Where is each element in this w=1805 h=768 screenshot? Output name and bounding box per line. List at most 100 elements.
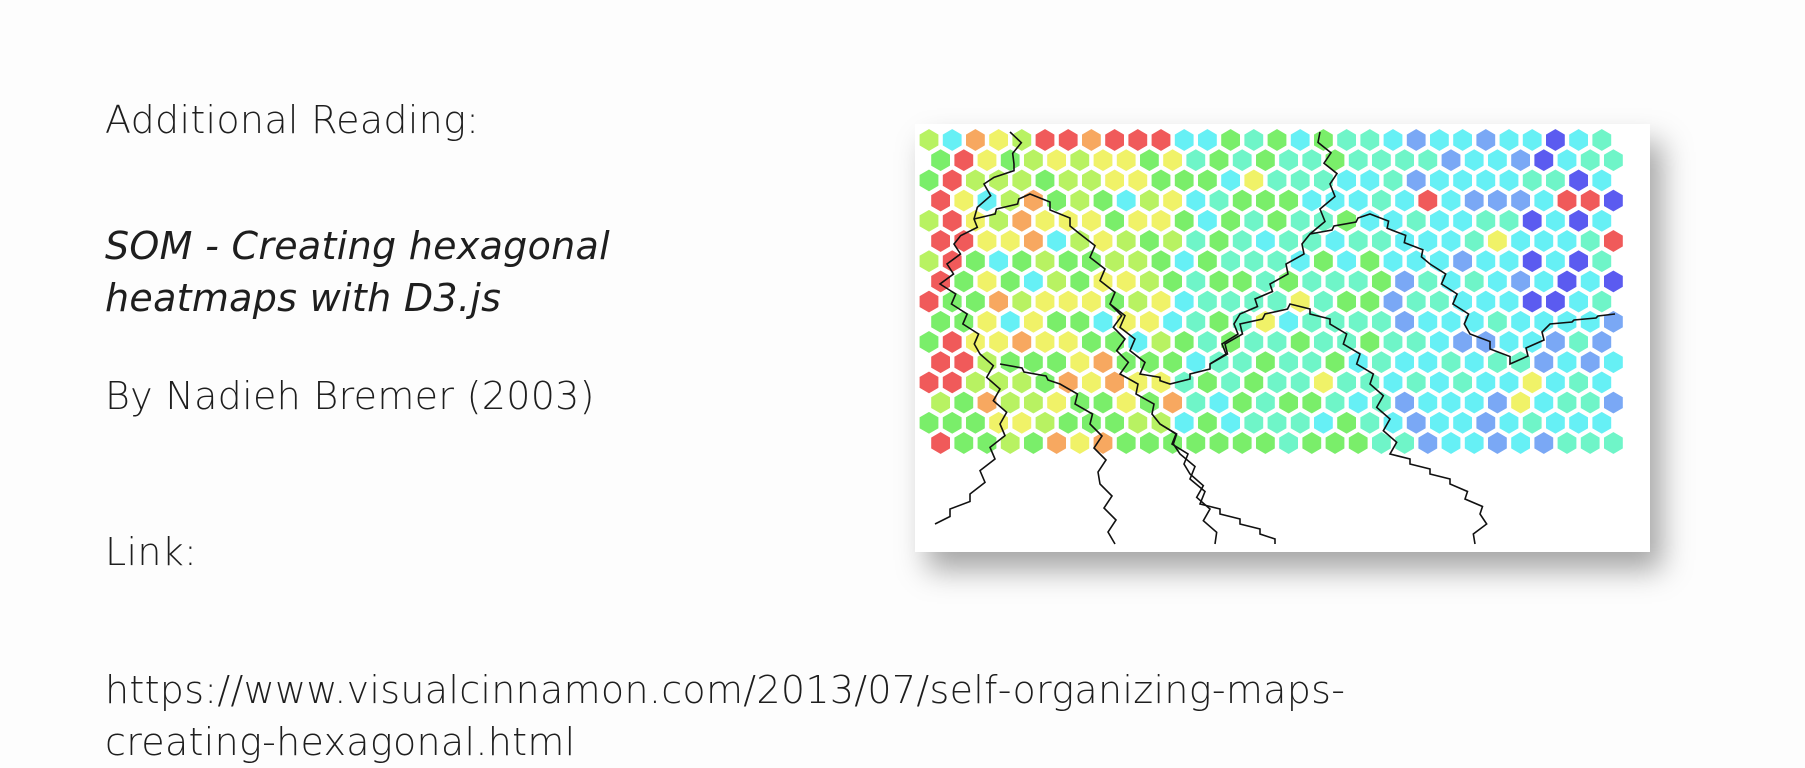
hex-cell (1104, 410, 1126, 436)
hex-cell (1359, 410, 1381, 436)
hex-cell (1533, 430, 1555, 456)
hex-cell (1301, 147, 1323, 173)
hex-cell (1579, 309, 1601, 335)
hex-cell (1370, 349, 1392, 375)
hex-cell (941, 208, 963, 234)
hex-cell (1405, 127, 1427, 153)
hex-cell (1475, 370, 1497, 395)
hex-cell (976, 228, 998, 254)
hex-cell (941, 127, 963, 153)
hex-cell (1556, 188, 1578, 213)
hex-cell (1359, 127, 1381, 153)
hex-cell (1080, 370, 1102, 395)
hex-cell (1463, 309, 1485, 335)
hex-cell (1196, 410, 1218, 436)
hex-cell (1347, 228, 1369, 254)
hex-cell (1289, 329, 1311, 355)
hex-cell (1394, 390, 1416, 415)
hex-cell (987, 370, 1010, 395)
hex-cell (1173, 208, 1195, 234)
hex-cell (1254, 430, 1276, 456)
hex-cell (1370, 309, 1392, 335)
hex-cell (1498, 248, 1520, 274)
hex-cell (1196, 168, 1218, 193)
hex-cell (1011, 410, 1033, 436)
hex-cell (1521, 370, 1543, 395)
link-url-line-2[interactable]: creating-hexagonal.html (105, 720, 576, 764)
hex-cell (1394, 147, 1416, 173)
hex-cell (1347, 269, 1369, 294)
hex-cell (1394, 188, 1416, 213)
hex-cell (1231, 309, 1253, 335)
hex-cell (1370, 390, 1392, 415)
hex-cell (1243, 168, 1265, 193)
hex-cell (1417, 390, 1439, 415)
hex-cell (1301, 390, 1323, 415)
hex-cell (1533, 349, 1555, 375)
hex-cell (1115, 147, 1137, 173)
hex-cell (1104, 127, 1126, 153)
hex-cell (1312, 329, 1334, 355)
hex-cell (1359, 329, 1381, 355)
hex-cell (930, 147, 952, 173)
link-url[interactable]: https://www.visualcinnamon.com/2013/07/s… (105, 664, 1345, 768)
hex-cell (964, 289, 987, 314)
hex-cell (1579, 269, 1601, 294)
hex-cell (1046, 228, 1068, 254)
hex-cell (1034, 289, 1056, 314)
hex-cell (1463, 390, 1485, 415)
hex-cell (1544, 370, 1567, 395)
link-label: Link: (105, 530, 198, 574)
hex-cell (1440, 430, 1462, 456)
hex-cell (1057, 168, 1079, 193)
hex-cell (953, 390, 975, 415)
hex-cell (1509, 147, 1532, 173)
hex-cell (1509, 309, 1532, 335)
hex-cell (1324, 269, 1346, 294)
hex-cell (1266, 329, 1288, 355)
hex-cell (1417, 147, 1439, 173)
reading-title: SOM - Creating hexagonal heatmaps with D… (105, 220, 610, 324)
hex-cell (1405, 248, 1427, 274)
hex-cell (1359, 208, 1381, 234)
hex-cell (1080, 127, 1102, 153)
hex-cell (1057, 248, 1079, 274)
hex-cell (1405, 410, 1427, 436)
hex-cell (1266, 248, 1288, 274)
hex-cell (1289, 370, 1311, 395)
hex-cell (1115, 430, 1137, 456)
link-url-line-1[interactable]: https://www.visualcinnamon.com/2013/07/s… (105, 668, 1346, 712)
hex-cell (1196, 248, 1218, 274)
hex-cell (1231, 430, 1253, 456)
hex-cell (1486, 390, 1509, 415)
hex-cell (1347, 147, 1369, 173)
hex-cell (1208, 188, 1230, 213)
hex-cell (930, 188, 952, 213)
hex-cell (1278, 390, 1300, 415)
hex-cell (1092, 147, 1114, 173)
hex-cell (1069, 309, 1091, 335)
hex-cell (1011, 168, 1033, 193)
author-byline: By Nadieh Bremer (2003) (105, 374, 595, 418)
hex-cell (976, 188, 998, 213)
hex-cell (1417, 430, 1439, 456)
hex-cell (1057, 289, 1079, 314)
hex-cell (1336, 168, 1358, 193)
hex-cell (1254, 349, 1276, 375)
hex-cell (1243, 127, 1265, 153)
hex-cell (1150, 370, 1172, 395)
hex-cell (1022, 309, 1044, 335)
hex-cell (1266, 208, 1288, 234)
hex-cell (1394, 309, 1416, 335)
hex-cell (1220, 410, 1242, 436)
hex-cell (1092, 349, 1114, 375)
hex-cell (1312, 127, 1334, 153)
hex-cell (1104, 168, 1126, 193)
hex-cell (1104, 370, 1126, 395)
hex-cell (1266, 410, 1288, 436)
hex-cell (1405, 370, 1427, 395)
hex-cell (1162, 269, 1184, 294)
hex-cell (1289, 168, 1311, 193)
hex-cell (1521, 168, 1543, 193)
hex-cell (1498, 208, 1520, 234)
